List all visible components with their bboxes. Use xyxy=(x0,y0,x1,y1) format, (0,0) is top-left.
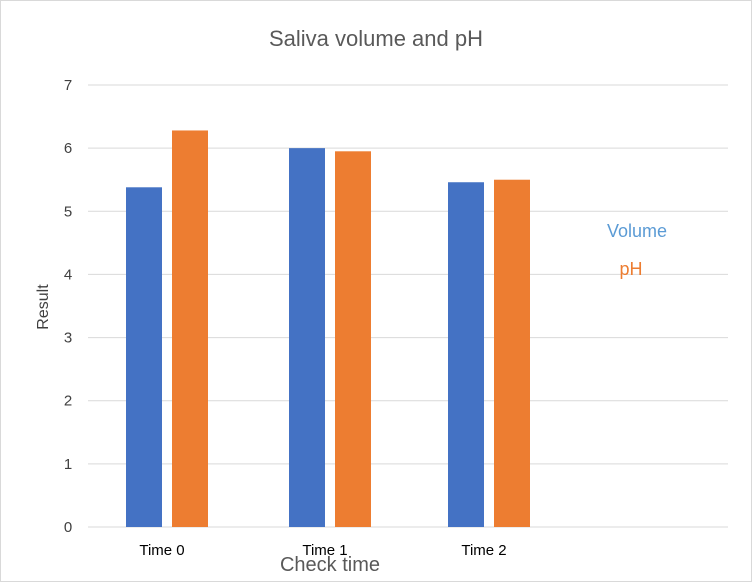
legend-volume: Volume xyxy=(607,221,667,241)
y-tick-label-4: 4 xyxy=(64,266,72,283)
y-axis-title: Result xyxy=(35,284,52,330)
bar-ph-time-1 xyxy=(335,151,371,528)
x-tick-label-time-0: Time 0 xyxy=(139,542,184,559)
x-tick-label-time-2: Time 2 xyxy=(461,542,506,559)
x-tick-labels: Time 0 Time 1 Time 2 xyxy=(139,542,506,559)
y-tick-label-1: 1 xyxy=(64,456,72,473)
y-tick-label-6: 6 xyxy=(64,140,72,157)
y-tick-label-7: 7 xyxy=(64,77,72,94)
bar-volume-time-0 xyxy=(126,187,162,527)
x-axis-title: Check time xyxy=(280,554,380,576)
x-tick-label-time-1: Time 1 xyxy=(302,542,347,559)
bar-volume-time-1 xyxy=(289,148,325,527)
bar-ph-time-0 xyxy=(172,130,208,527)
legend-ph: pH xyxy=(619,259,642,279)
bar-volume-time-2 xyxy=(448,182,484,528)
bar-ph-time-2 xyxy=(494,179,530,527)
y-tick-label-2: 2 xyxy=(64,393,72,410)
y-tick-label-5: 5 xyxy=(64,203,72,220)
y-tick-label-0: 0 xyxy=(64,519,72,536)
y-tick-labels: 0 1 2 3 4 5 6 7 xyxy=(64,77,72,536)
bars xyxy=(126,130,530,528)
chart-title: Saliva volume and pH xyxy=(269,26,483,51)
y-tick-label-3: 3 xyxy=(64,330,72,347)
